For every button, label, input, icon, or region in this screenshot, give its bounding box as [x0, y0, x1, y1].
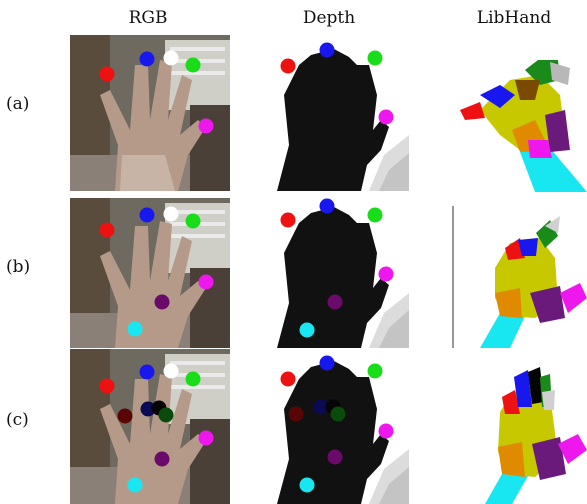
keypoint-purple	[327, 449, 343, 465]
header-libhand: LibHand	[476, 8, 552, 28]
depth-image-c	[249, 349, 409, 504]
keypoint-red	[280, 371, 296, 387]
keypoint-blue	[139, 364, 155, 380]
rgb-hand-photo-c	[70, 349, 230, 504]
rgb-image-b	[70, 198, 230, 348]
keypoint-blue	[319, 198, 335, 214]
row-label-c: (c)	[6, 410, 29, 430]
keypoint-magenta	[198, 274, 214, 290]
keypoint-magenta	[198, 118, 214, 134]
keypoint-cyan	[299, 322, 315, 338]
keypoint-magenta	[378, 423, 394, 439]
rgb-image-c	[70, 349, 230, 504]
libhand-hand-model-a	[460, 60, 587, 192]
keypoint-navy	[313, 399, 329, 415]
keypoint-white	[163, 206, 179, 222]
keypoint-magenta	[378, 109, 394, 125]
keypoint-white	[163, 363, 179, 379]
header-rgb: RGB	[128, 8, 168, 28]
depth-image-a	[249, 35, 409, 191]
keypoint-darkred	[117, 408, 133, 424]
keypoint-darkred	[288, 406, 304, 422]
keypoint-purple	[327, 294, 343, 310]
depth-hand-map-b	[249, 198, 409, 348]
keypoint-green	[185, 57, 201, 73]
keypoint-red	[99, 66, 115, 82]
keypoint-red	[99, 222, 115, 238]
keypoint-green	[185, 213, 201, 229]
rgb-image-a	[70, 35, 230, 191]
keypoint-green	[367, 50, 383, 66]
keypoint-cyan	[299, 477, 315, 493]
keypoint-darkgreen	[330, 406, 346, 422]
header-depth: Depth	[302, 8, 356, 28]
keypoint-red	[99, 378, 115, 394]
keypoint-red	[280, 212, 296, 228]
depth-image-b	[249, 198, 409, 348]
keypoint-green	[185, 371, 201, 387]
libhand-hand-model-b	[452, 206, 587, 348]
keypoint-green	[367, 363, 383, 379]
keypoint-blue	[319, 355, 335, 371]
keypoint-blue	[319, 42, 335, 58]
keypoint-red	[280, 58, 296, 74]
keypoint-purple	[154, 294, 170, 310]
keypoint-darkgreen	[158, 407, 174, 423]
libhand-render-b	[440, 198, 587, 348]
row-label-a: (a)	[6, 94, 30, 114]
keypoint-blue	[139, 51, 155, 67]
keypoint-cyan	[127, 321, 143, 337]
keypoint-green	[367, 207, 383, 223]
keypoint-purple	[154, 451, 170, 467]
keypoint-cyan	[127, 477, 143, 493]
keypoint-white	[163, 50, 179, 66]
keypoint-blue	[139, 207, 155, 223]
row-label-b: (b)	[6, 257, 31, 277]
depth-hand-map-c	[249, 349, 409, 504]
libhand-render-a	[440, 40, 587, 192]
libhand-render-c	[440, 352, 587, 504]
keypoint-magenta	[378, 266, 394, 282]
keypoint-magenta	[198, 430, 214, 446]
libhand-hand-model-c	[485, 367, 587, 504]
rgb-hand-photo-b	[70, 198, 230, 348]
